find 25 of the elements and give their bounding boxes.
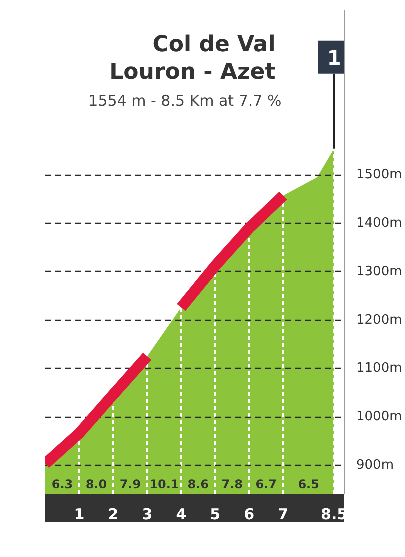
y-tick-label: 900m <box>356 458 394 473</box>
x-tick-label: 4 <box>176 506 187 524</box>
x-tick-label: 7 <box>278 506 289 524</box>
x-tick-label: 3 <box>142 506 153 524</box>
annotation: 6.5 <box>298 478 320 492</box>
text: 1554 m - 8.5 Km at 7.7 % <box>88 92 282 110</box>
y-tick-label: 1400m <box>356 216 402 231</box>
y-tick-label: 1500m <box>356 168 402 183</box>
annotation: 10.1 <box>150 478 180 492</box>
y-tick-label: 1100m <box>356 361 402 376</box>
annotation: 8.6 <box>188 478 210 492</box>
annotation: 1 <box>327 46 342 70</box>
annotation: 7.8 <box>222 478 244 492</box>
annotation: 7.9 <box>120 478 142 492</box>
text: Col de Val Louron - Azet <box>110 32 276 85</box>
y-tick-label: 1200m <box>356 312 402 328</box>
x-tick-label: 5 <box>210 506 221 524</box>
annotation: 8.0 <box>86 478 108 492</box>
x-tick-label: 1 <box>74 506 85 524</box>
x-tick-label: 2 <box>108 506 119 524</box>
x-tick-label: 6 <box>244 506 255 524</box>
annotation: 6.3 <box>52 478 74 492</box>
y-tick-label: 1300m <box>356 264 402 280</box>
y-tick-label: 1000m <box>356 410 402 425</box>
annotation: 6.7 <box>256 478 277 492</box>
